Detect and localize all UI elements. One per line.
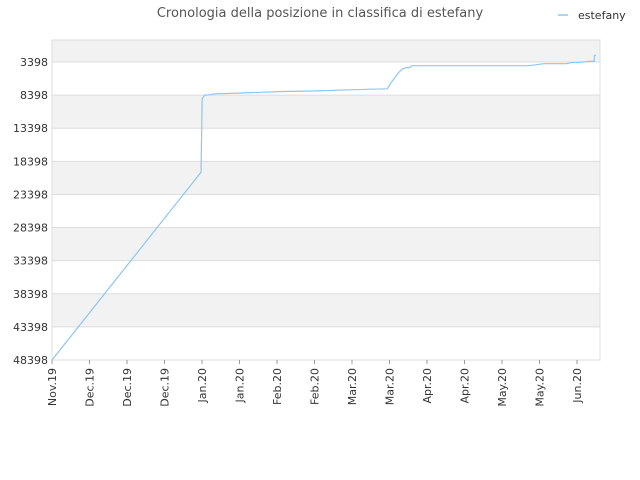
plot-band xyxy=(52,293,600,327)
y-tick-label: 13398 xyxy=(13,122,48,135)
x-tick-label: Jan.20 xyxy=(234,368,247,403)
series-layer xyxy=(51,54,596,361)
x-tick-label: May.20 xyxy=(496,368,509,407)
x-tick-label: Feb.20 xyxy=(271,368,284,405)
plot-band xyxy=(52,95,600,129)
x-tick-label: Nov.19 xyxy=(46,368,59,406)
x-tick-label: Apr.20 xyxy=(421,368,434,404)
plot-area xyxy=(51,39,601,361)
x-tick-label: Apr.20 xyxy=(459,368,472,404)
plot-band xyxy=(52,161,600,195)
y-tick-label: 18398 xyxy=(13,155,48,168)
x-tick-label: Jan.20 xyxy=(196,368,209,403)
series-line-estefany xyxy=(51,54,596,361)
x-tick-label: Dec.19 xyxy=(159,368,172,407)
x-tick-label: Jun.20 xyxy=(571,368,584,404)
x-tick-label: Feb.20 xyxy=(309,368,322,405)
legend-label-estefany: estefany xyxy=(578,9,626,22)
y-tick-label: 38398 xyxy=(13,288,48,301)
x-tick-label: Dec.19 xyxy=(121,368,134,407)
y-tick-label: 3398 xyxy=(20,56,48,69)
chart-title: Cronologia della posizione in classifica… xyxy=(157,6,484,21)
legend: estefany xyxy=(558,9,626,22)
y-tick-label: 43398 xyxy=(13,321,48,334)
plot-bands xyxy=(52,40,600,327)
x-axis: Nov.19 Dec.19 Dec.19 Dec.19 Jan.20 Jan.20 Feb.… xyxy=(46,360,584,407)
y-tick-label: 8398 xyxy=(20,89,48,102)
x-tick-label: Dec.19 xyxy=(84,368,97,407)
x-tick-label: Mar.20 xyxy=(346,368,359,405)
x-tick-label: May.20 xyxy=(534,368,547,407)
y-tick-label: 48398 xyxy=(13,354,48,367)
y-tick-label: 23398 xyxy=(13,188,48,201)
y-tick-label: 28398 xyxy=(13,222,48,235)
plot-band xyxy=(52,40,600,62)
x-tick-label: Mar.20 xyxy=(384,368,397,405)
y-axis: 3398 8398 13398 18398 23398 28398 33398 38398 43… xyxy=(13,56,48,367)
y-tick-label: 33398 xyxy=(13,255,48,268)
